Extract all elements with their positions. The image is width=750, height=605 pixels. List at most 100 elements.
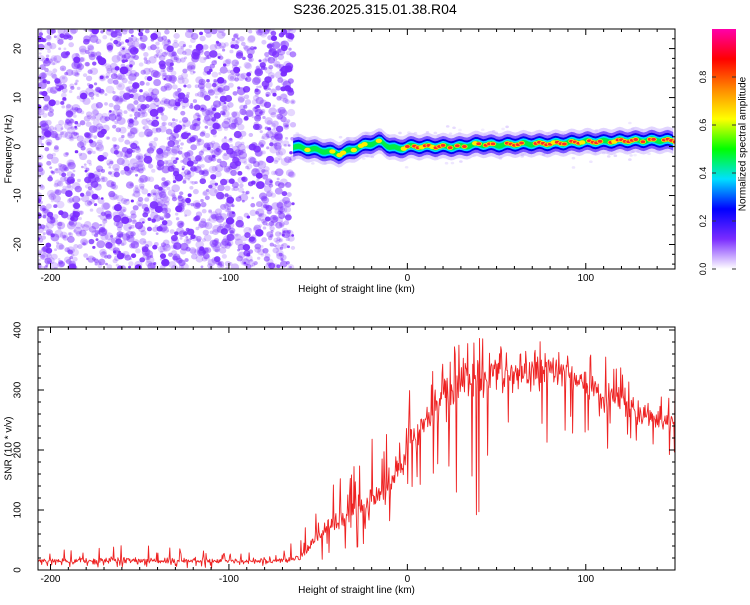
noise-dot	[204, 155, 213, 163]
noise-dot	[110, 73, 118, 80]
noise-dot	[43, 95, 51, 102]
noise-dot	[88, 238, 95, 245]
noise-dot	[202, 44, 209, 50]
noise-dot	[138, 177, 145, 184]
noise-dot	[266, 43, 273, 49]
noise-dot	[73, 60, 82, 69]
noise-dot	[61, 76, 66, 80]
noise-dot	[241, 110, 248, 116]
noise-dot	[218, 55, 224, 60]
noise-dot	[151, 88, 160, 96]
noise-dot	[101, 202, 110, 211]
noise-dot	[102, 251, 106, 255]
noise-dot	[140, 103, 147, 110]
noise-dot	[49, 57, 58, 66]
noise-dot	[54, 229, 64, 238]
noise-dot	[275, 244, 282, 250]
noise-dot	[273, 126, 277, 130]
noise-dot	[459, 160, 463, 163]
noise-dot	[287, 144, 291, 147]
noise-dot	[145, 256, 149, 260]
noise-dot	[263, 166, 270, 172]
noise-dot	[213, 256, 221, 263]
noise-dot	[154, 224, 158, 228]
noise-dot	[214, 248, 219, 253]
noise-dot	[68, 232, 72, 236]
noise-dot	[49, 262, 59, 269]
noise-dot	[200, 170, 205, 175]
noise-dot	[185, 197, 191, 204]
noise-dot	[137, 94, 146, 103]
noise-dot	[221, 32, 227, 37]
noise-dot	[452, 126, 456, 130]
noise-dot	[238, 66, 242, 69]
noise-dot	[163, 247, 167, 251]
noise-dot	[64, 71, 69, 76]
noise-dot	[87, 69, 93, 75]
noise-dot	[181, 167, 185, 171]
noise-dot	[172, 139, 180, 146]
noise-dot	[268, 262, 276, 269]
noise-dot	[42, 225, 49, 231]
noise-dot	[215, 171, 222, 178]
noise-dot	[163, 160, 169, 165]
noise-dot	[64, 131, 73, 140]
noise-dot	[184, 172, 192, 180]
noise-dot	[121, 146, 129, 153]
noise-dot	[114, 29, 121, 33]
noise-dot	[280, 116, 287, 123]
noise-dot	[68, 260, 77, 268]
noise-dot	[227, 73, 237, 82]
noise-dot	[187, 29, 195, 33]
noise-dot	[68, 159, 75, 166]
noise-dot	[47, 111, 54, 117]
noise-dot	[39, 184, 45, 191]
noise-dot	[102, 124, 110, 132]
noise-dot	[221, 110, 230, 118]
noise-dot	[227, 125, 231, 129]
noise-dot	[105, 75, 109, 79]
noise-dot	[203, 115, 211, 122]
noise-dot	[38, 81, 47, 90]
noise-dot	[284, 214, 292, 221]
noise-dot	[275, 150, 284, 158]
noise-dot	[82, 97, 91, 105]
noise-dot	[208, 68, 213, 73]
noise-dot	[229, 229, 234, 234]
snr-x-tick-label: 0	[405, 574, 411, 585]
noise-dot	[153, 54, 159, 59]
noise-dot	[201, 208, 207, 214]
noise-dot	[121, 159, 130, 167]
noise-dot	[57, 226, 62, 231]
noise-dot	[288, 47, 292, 51]
noise-dot	[134, 111, 141, 118]
noise-dot	[148, 176, 155, 183]
noise-dot	[199, 178, 207, 185]
noise-dot	[180, 45, 185, 50]
noise-dot	[279, 246, 284, 250]
noise-dot	[112, 124, 117, 129]
noise-dot	[186, 138, 193, 144]
noise-dot	[212, 122, 220, 130]
noise-dot	[238, 195, 242, 198]
noise-dot	[217, 126, 223, 132]
noise-dot	[264, 133, 270, 138]
noise-dot	[213, 78, 218, 83]
noise-dot	[171, 145, 180, 154]
noise-dot	[171, 193, 176, 198]
noise-dot	[71, 106, 76, 111]
noise-dot	[175, 217, 180, 221]
noise-dot	[226, 233, 235, 242]
noise-dot	[60, 101, 65, 105]
noise-dot	[243, 261, 247, 264]
noise-dot	[183, 56, 188, 60]
noise-dot	[68, 263, 77, 269]
noise-dot	[188, 104, 194, 109]
noise-dot	[135, 38, 140, 42]
noise-dot	[45, 139, 53, 146]
noise-dot	[69, 83, 75, 88]
noise-dot	[41, 128, 50, 137]
noise-dot	[46, 153, 54, 160]
noise-dot	[186, 29, 192, 33]
noise-dot	[155, 53, 160, 57]
